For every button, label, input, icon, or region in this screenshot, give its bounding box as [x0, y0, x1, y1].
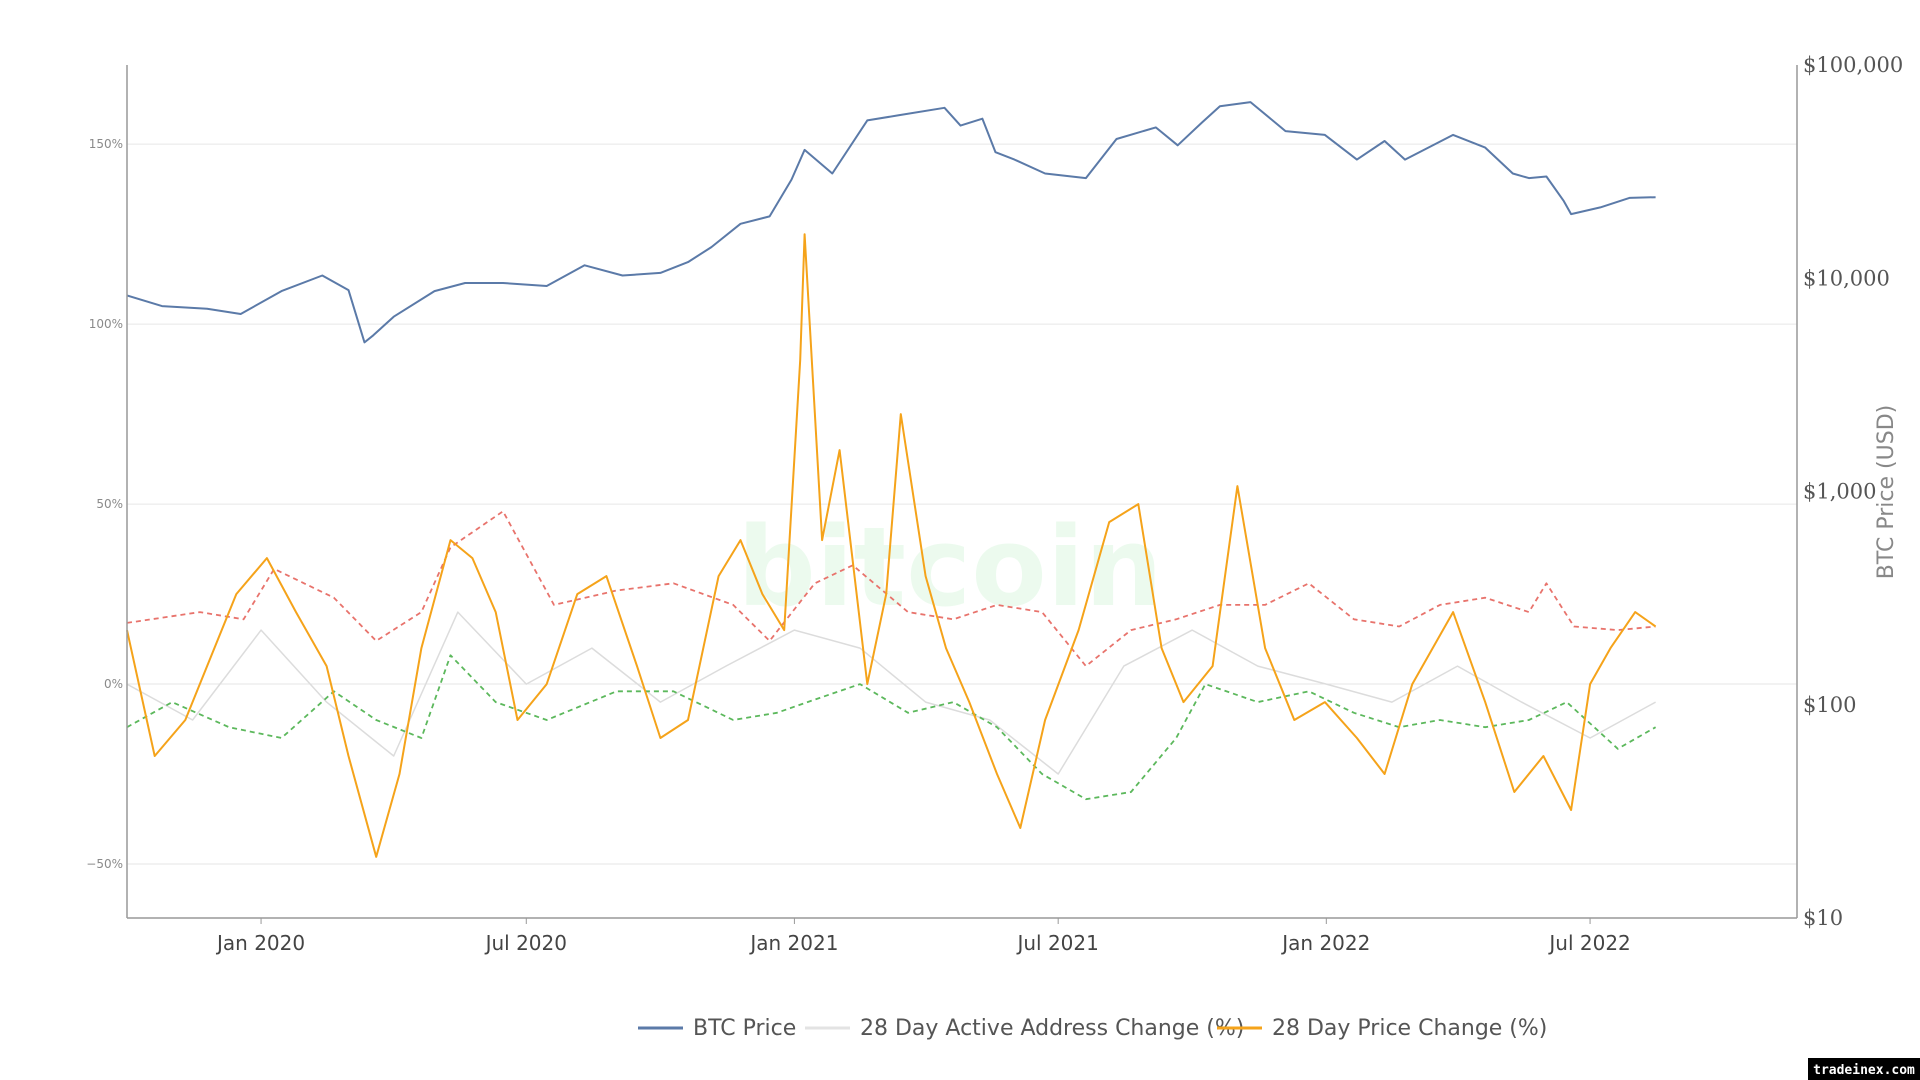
- y-right-tick-label: $100: [1803, 693, 1856, 717]
- x-tick-label: Jul 2020: [484, 931, 567, 955]
- x-tick-label: Jan 2020: [215, 931, 305, 955]
- y-left-tick-label: 0%: [104, 677, 123, 691]
- y-right-tick-label: $10,000: [1803, 266, 1890, 290]
- series-line-btc-price: [126, 101, 1656, 344]
- y-left-tick-label: 50%: [96, 497, 123, 511]
- gridlines: [127, 143, 1797, 865]
- y-left-ticks: 150% 100% 50% 0% −50%: [86, 137, 123, 871]
- y-right-tick-label: $100,000: [1803, 53, 1903, 77]
- series-line-28-day-price-change: [126, 233, 1657, 858]
- series-layer: [126, 101, 1657, 858]
- credit-text: tradeinex.com: [1813, 1063, 1915, 1078]
- legend-label: BTC Price: [693, 1016, 796, 1041]
- y-right-ticks: $100,000 $10,000 $1,000 $100 $10: [1803, 53, 1903, 930]
- y-right-axis-title: BTC Price (USD): [1874, 405, 1899, 579]
- x-tick-label: Jan 2022: [1280, 931, 1370, 955]
- x-tick-label: Jan 2021: [748, 931, 838, 955]
- watermark: bitcoin: [737, 503, 1163, 631]
- y-right-tick-label: $1,000: [1803, 480, 1876, 504]
- y-left-tick-label: 100%: [89, 317, 123, 331]
- credit-badge: [1808, 1058, 1920, 1080]
- x-tick-label: Jul 2021: [1015, 931, 1098, 955]
- legend: BTC Price 28 Day Active Address Change (%…: [638, 1016, 1547, 1041]
- x-ticks: Jan 2020 Jul 2020 Jan 2021 Jul 2021 Jan 2022…: [215, 918, 1631, 955]
- legend-label: 28 Day Active Address Change (%): [860, 1016, 1244, 1041]
- y-left-tick-label: 150%: [89, 137, 123, 151]
- y-left-tick-label: −50%: [86, 857, 123, 871]
- x-tick-label: Jul 2022: [1547, 931, 1630, 955]
- y-right-tick-label: $10: [1803, 906, 1843, 930]
- series-line-28-day-active-address-change: [126, 611, 1656, 775]
- legend-label: 28 Day Price Change (%): [1272, 1016, 1547, 1041]
- series-line-lower-band: [126, 654, 1657, 801]
- series-line-upper-band: [126, 510, 1656, 667]
